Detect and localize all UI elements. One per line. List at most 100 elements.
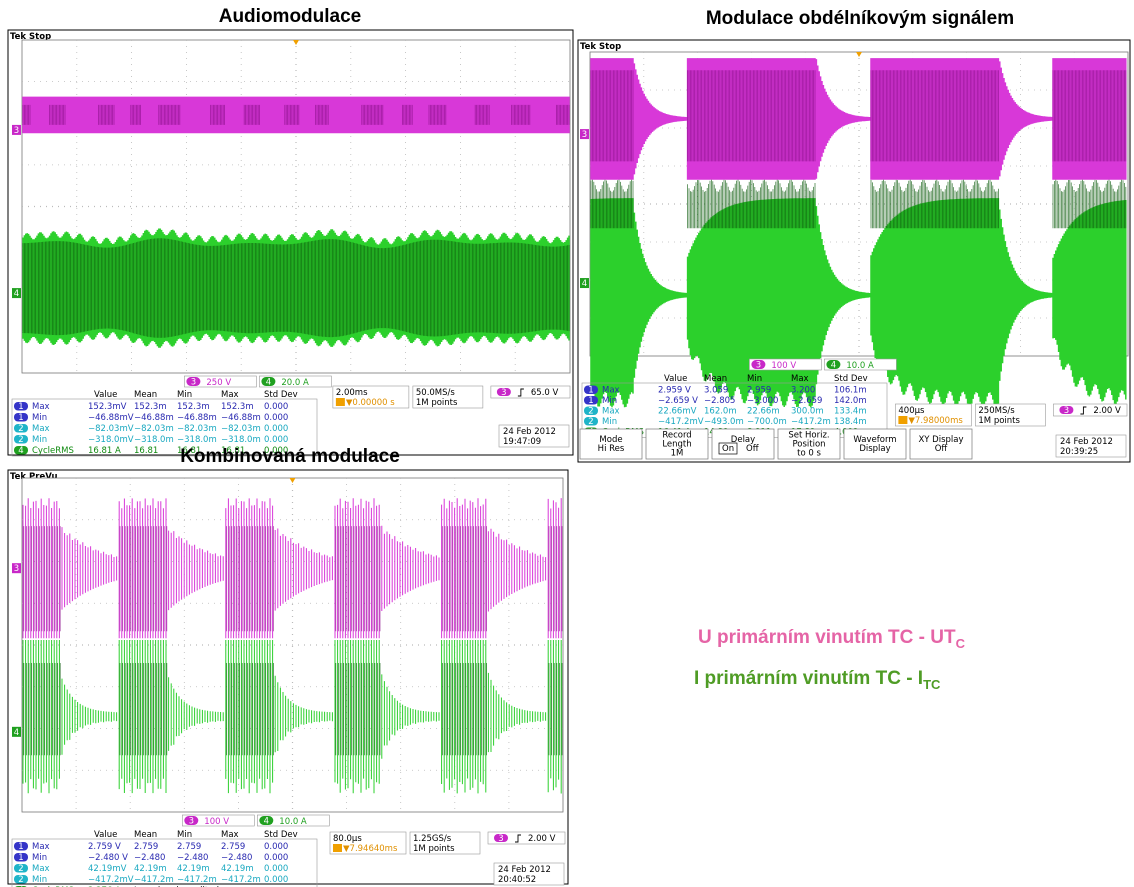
time: 19:47:09 — [503, 437, 541, 447]
measurement-value: 0.000 — [264, 435, 288, 445]
measurement-value: −3.000 — [747, 396, 778, 406]
measurement-value: −46.88m — [134, 413, 174, 423]
measurement-value: −700.0m — [747, 417, 787, 427]
scale-badge-label: 4 — [831, 361, 836, 371]
measurement-value: 42.19m — [177, 864, 210, 874]
table-header: Mean — [704, 374, 727, 384]
trigger-level: 2.00 V — [528, 834, 556, 844]
sample-rate: 50.0MS/s — [416, 388, 456, 398]
measurement-value: −493.0m — [704, 417, 744, 427]
menu-label: Hi Res — [598, 444, 625, 454]
measurement-value: 0.000 — [264, 413, 288, 423]
legend-subscript: C — [956, 636, 966, 651]
menu-option: On — [722, 444, 734, 454]
measurement-value: −82.03m — [221, 424, 261, 434]
measurement-value: −2.805 — [704, 396, 735, 406]
measurement-label: Max — [602, 386, 620, 396]
measurement-value: 2.959 V — [658, 386, 691, 396]
measurement-value: 0.000 — [264, 853, 288, 863]
channel-badge-label: 2 — [18, 424, 23, 434]
channel-marker-label: 3 — [582, 130, 587, 140]
scale-value: 10.0 A — [279, 817, 307, 827]
measurement-value: 152.3m — [177, 402, 210, 412]
measurement-value: −417.2m — [791, 417, 831, 427]
measurement-value: 22.66mV — [658, 407, 697, 417]
measurement-value: −318.0m — [177, 435, 217, 445]
channel-marker-label: 3 — [14, 564, 19, 574]
table-header: Value — [94, 390, 117, 400]
measurement-value: −318.0m — [221, 435, 261, 445]
table-header: Value — [664, 374, 687, 384]
time: 20:39:25 — [1060, 447, 1098, 457]
channel-marker-label: 4 — [582, 279, 587, 289]
scope-status: Tek Stop — [580, 42, 621, 52]
measurement-label: CycleRMS — [32, 446, 74, 456]
channel-badge-label: 2 — [18, 875, 23, 885]
measurement-value: 162.0m — [704, 407, 737, 417]
table-header: Max — [791, 374, 809, 384]
measurement-value: 300.0m — [791, 407, 824, 417]
record-length: 1M points — [978, 416, 1020, 426]
measurement-value: −318.0mV — [88, 435, 134, 445]
measurement-value: −417.2m — [134, 875, 174, 885]
measurement-value: 42.19mV — [88, 864, 127, 874]
legend-text: U primárním vinutím TC - UT — [698, 627, 956, 648]
measurement-value: 0.000 — [264, 402, 288, 412]
date: 24 Feb 2012 — [498, 865, 551, 875]
measurement-value: 2.959 — [747, 386, 771, 396]
trigger-badge-label: 3 — [498, 834, 503, 844]
measurement-value: 2.759 — [221, 842, 245, 852]
measurement-value: −2.659 V — [658, 396, 698, 406]
channel-badge-label: 1 — [588, 396, 593, 406]
measurement-value: 2.759 — [177, 842, 201, 852]
table-header: Mean — [134, 390, 157, 400]
channel-marker-label: 4 — [14, 728, 19, 738]
channel-marker-label: 4 — [14, 289, 19, 299]
scale-badge-label: 4 — [264, 817, 269, 827]
menu-label: Off — [935, 444, 949, 454]
table-header: Min — [177, 830, 192, 840]
position: ▼0.00000 s — [346, 398, 395, 408]
measurement-value: −2.480 — [177, 853, 208, 863]
menu-label: 1M — [671, 449, 684, 459]
menu-label: Display — [859, 444, 890, 454]
table-header: Min — [747, 374, 762, 384]
measurement-value: 22.66m — [747, 407, 780, 417]
trigger-level: 65.0 V — [531, 388, 559, 398]
measurement-value: −2.480 V — [88, 853, 128, 863]
measurement-value: 138.4m — [834, 417, 867, 427]
measurement-label: Min — [32, 875, 47, 885]
table-header: Mean — [134, 830, 157, 840]
measurement-value: 0.000 — [264, 842, 288, 852]
scale-badge-label: 3 — [191, 378, 196, 388]
measurement-value: 142.0m — [834, 396, 867, 406]
legend-text: I primárním vinutím TC - I — [694, 668, 923, 689]
measurement-value: −417.2m — [221, 875, 261, 885]
sample-rate: 250MS/s — [978, 406, 1015, 416]
position: ▼7.94640ms — [343, 844, 398, 854]
channel-badge-label: 2 — [18, 864, 23, 874]
measurement-label: Max — [32, 402, 50, 412]
measurement-value: −82.03m — [134, 424, 174, 434]
panel-title: Audiomodulace — [219, 6, 362, 27]
scale-value: 100 V — [771, 361, 796, 371]
timebase: 80.0µs — [333, 834, 362, 844]
measurement-value: 3.059 — [704, 386, 728, 396]
scale-badge-label: 3 — [756, 361, 761, 371]
measurement-value: 42.19m — [134, 864, 167, 874]
scale-value: 100 V — [204, 817, 229, 827]
measurement-value: 0.000 — [264, 424, 288, 434]
menu-label: to 0 s — [797, 449, 821, 459]
measurement-label: Max — [32, 842, 50, 852]
scale-badge-label: 4 — [266, 378, 271, 388]
record-length: 1M points — [416, 398, 458, 408]
table-header: Value — [94, 830, 117, 840]
scale-value: 20.0 A — [281, 378, 309, 388]
measurement-value: 16.81 — [134, 446, 158, 456]
measurement-value: 0.000 — [264, 875, 288, 885]
measurement-value: −82.03mV — [88, 424, 134, 434]
channel-marker-label: 3 — [14, 126, 19, 136]
measurement-value: −2.480 — [134, 853, 165, 863]
measurement-value: −417.2mV — [658, 417, 704, 427]
measurement-value: 42.19m — [221, 864, 254, 874]
